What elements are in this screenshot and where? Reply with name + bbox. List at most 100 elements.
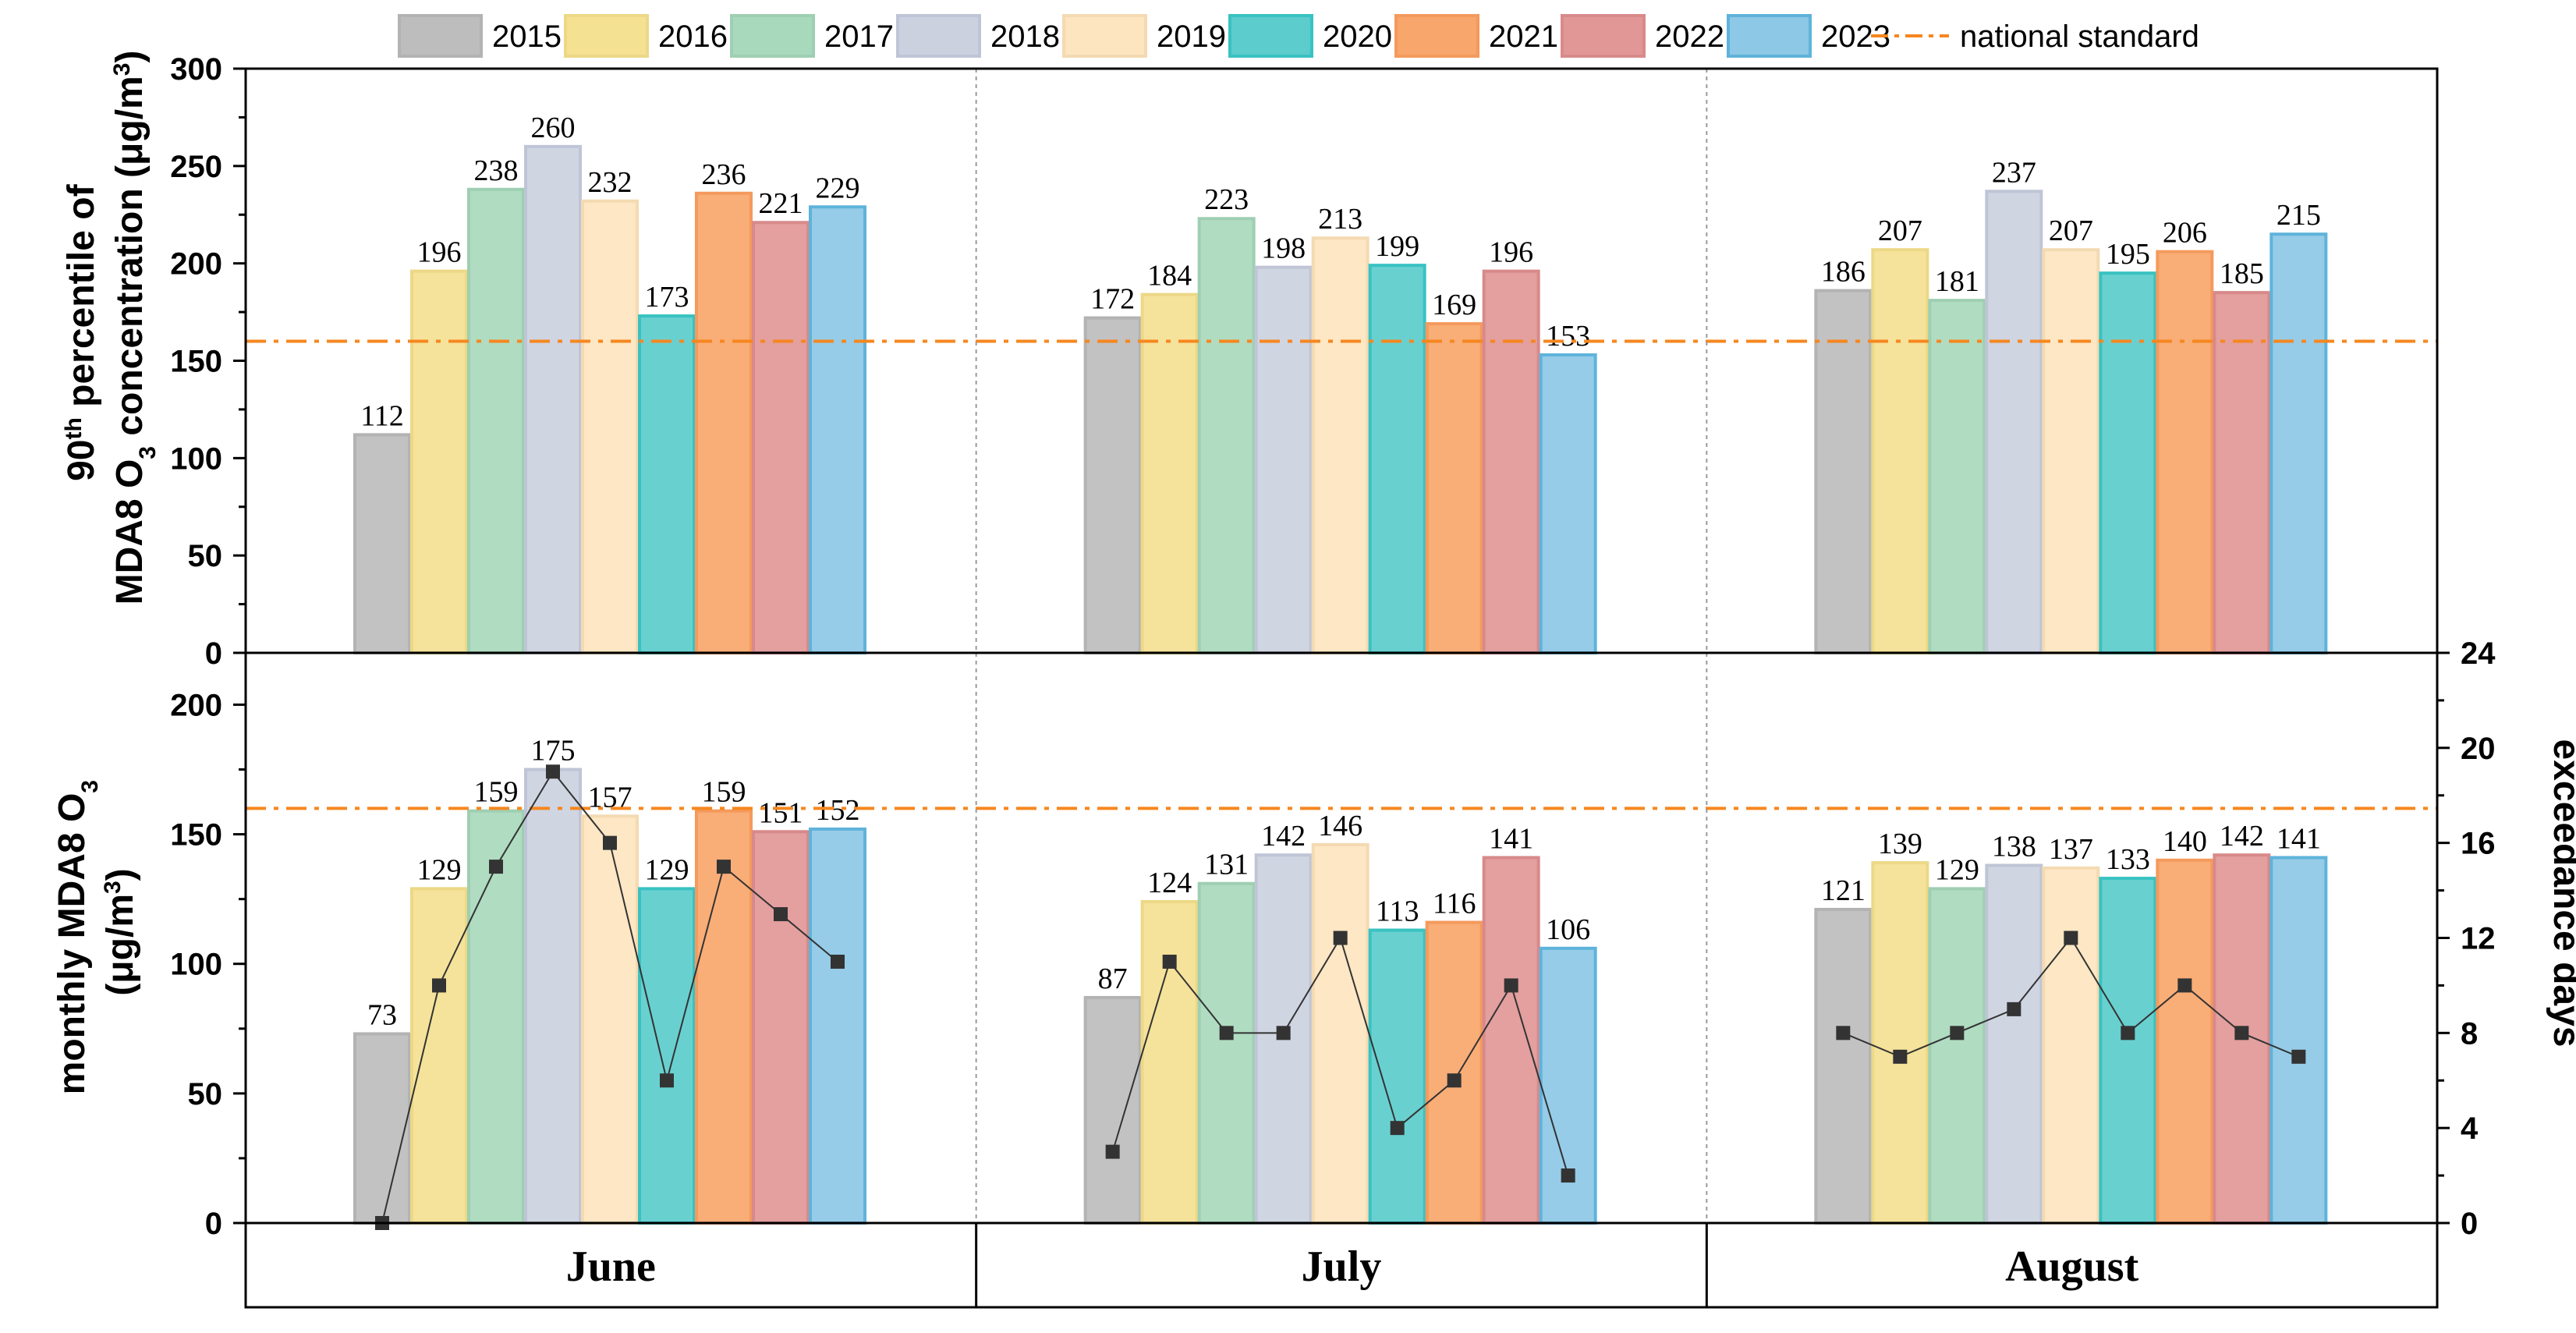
- bottom-data-label-august-2021: 140: [2163, 825, 2207, 858]
- top-data-label-july-2023: 153: [1546, 320, 1590, 353]
- top-data-label-july-2017: 223: [1204, 183, 1249, 216]
- legend-swatch-2022: [1561, 14, 1646, 58]
- legend-swatch-2023: [1727, 14, 1812, 58]
- legend-swatch-2020: [1228, 14, 1313, 58]
- top-bar-august-2020: [2099, 271, 2157, 654]
- bottom-bar-july-2015: [1083, 995, 1142, 1225]
- bottom-bar-july-2017: [1197, 881, 1256, 1225]
- exceedance-marker-june-2018: [546, 764, 560, 779]
- bottom-data-label-june-2018: 175: [531, 735, 576, 768]
- bottom-data-label-july-2019: 146: [1318, 810, 1362, 842]
- top-data-label-june-2019: 232: [588, 166, 632, 199]
- legend-swatch-2018: [896, 14, 981, 58]
- bottom-bar-june-2015: [353, 1032, 411, 1225]
- right-y-tick-label-12: 12: [2461, 922, 2496, 956]
- exceedance-marker-august-2019: [2064, 931, 2078, 945]
- exceedance-marker-july-2022: [1504, 978, 1518, 993]
- legend-label-2022: 2022: [1655, 19, 1724, 54]
- top-data-label-june-2021: 236: [702, 158, 746, 191]
- top-bar-july-2017: [1197, 217, 1256, 654]
- legend-label-2021: 2021: [1489, 19, 1558, 54]
- top-data-label-july-2015: 172: [1090, 283, 1135, 316]
- right-y-tick-label-20: 20: [2461, 732, 2496, 766]
- bottom-data-label-july-2015: 87: [1098, 963, 1128, 995]
- top-y-tick-label-300: 300: [170, 52, 222, 87]
- right-y-tick-label-0: 0: [2461, 1207, 2478, 1241]
- bottom-data-label-july-2016: 124: [1147, 867, 1192, 899]
- exceedance-marker-june-2021: [717, 860, 731, 874]
- exceedance-marker-july-2023: [1561, 1168, 1575, 1183]
- bottom-bar-june-2017: [467, 809, 525, 1225]
- bottom-y-tick-label-150: 150: [170, 818, 222, 853]
- legend-label-2016: 2016: [658, 19, 728, 54]
- legend-label-2020: 2020: [1323, 19, 1392, 54]
- top-bar-august-2016: [1871, 248, 1929, 654]
- top-bar-june-2017: [467, 187, 525, 654]
- top-data-label-july-2020: 199: [1375, 230, 1419, 263]
- bottom-data-label-august-2020: 133: [2106, 843, 2150, 876]
- bottom-data-label-june-2023: 152: [816, 794, 860, 827]
- month-label-row: June July August: [244, 1221, 2439, 1309]
- exceedance-marker-june-2016: [432, 978, 446, 993]
- bottom-bar-august-2017: [1928, 887, 1986, 1225]
- top-data-label-july-2018: 198: [1261, 232, 1306, 265]
- month-label-july: July: [1302, 1243, 1382, 1291]
- bottom-data-label-august-2016: 139: [1878, 828, 1922, 860]
- top-y-axis-title: 90th percentile of MDA8 O3 concentration…: [61, 51, 161, 605]
- exceedance-marker-july-2020: [1390, 1121, 1405, 1136]
- top-bar-august-2017: [1928, 299, 1986, 654]
- top-data-label-july-2019: 213: [1318, 203, 1362, 236]
- legend-label-2019: 2019: [1157, 19, 1226, 54]
- bottom-y-tick-label-50: 50: [188, 1077, 223, 1111]
- top-y-tick-label-100: 100: [170, 441, 222, 476]
- top-y-tick-label-200: 200: [170, 247, 222, 282]
- top-data-label-july-2016: 184: [1147, 260, 1192, 292]
- bottom-data-label-june-2017: 159: [474, 776, 519, 809]
- top-data-label-august-2019: 207: [2049, 214, 2093, 247]
- top-panel: 112 172 186 196 184 207 238 223 181 260 198 237 232 2…: [170, 52, 2439, 671]
- bottom-bar-august-2015: [1814, 907, 1873, 1225]
- bottom-data-label-july-2020: 113: [1376, 895, 1419, 928]
- legend-swatch-2021: [1394, 14, 1479, 58]
- top-bar-july-2015: [1083, 316, 1142, 654]
- right-y-tick-label-8: 8: [2461, 1016, 2478, 1051]
- top-bar-june-2015: [353, 433, 411, 655]
- top-bar-july-2022: [1482, 269, 1540, 654]
- bottom-bar-august-2018: [1985, 863, 2043, 1225]
- bottom-bar-june-2023: [809, 827, 866, 1225]
- bottom-bar-june-2019: [581, 814, 639, 1225]
- legend-swatch-2016: [564, 14, 649, 58]
- top-y-tick-label-50: 50: [188, 539, 223, 573]
- exceedance-marker-june-2019: [603, 835, 617, 850]
- bottom-bar-june-2022: [752, 830, 810, 1225]
- bottom-data-label-june-2016: 129: [417, 853, 462, 886]
- bottom-data-label-july-2017: 131: [1204, 849, 1249, 881]
- right-y-axis-title: exceedance days: [2546, 739, 2576, 1048]
- bottom-bar-august-2022: [2213, 853, 2271, 1225]
- exceedance-marker-august-2020: [2121, 1026, 2135, 1041]
- top-bar-june-2016: [410, 269, 468, 654]
- exceedance-marker-august-2015: [1836, 1026, 1851, 1041]
- bottom-data-label-august-2018: 138: [1992, 830, 2036, 863]
- top-y-tick-label-150: 150: [170, 345, 222, 379]
- bottom-y-tick-label-200: 200: [170, 688, 222, 722]
- top-bar-july-2019: [1311, 236, 1369, 654]
- bottom-bar-july-2016: [1140, 899, 1199, 1225]
- bottom-bar-august-2016: [1871, 861, 1929, 1225]
- top-y-tick-label-0: 0: [205, 636, 222, 671]
- bottom-bar-august-2019: [2042, 866, 2100, 1225]
- top-data-label-july-2022: 196: [1489, 236, 1533, 269]
- top-bar-august-2021: [2156, 250, 2214, 655]
- top-bar-june-2022: [752, 221, 810, 654]
- month-label-june: June: [566, 1243, 656, 1291]
- bottom-data-label-august-2019: 137: [2049, 833, 2093, 866]
- bottom-bar-june-2020: [638, 887, 696, 1225]
- top-bar-august-2015: [1814, 289, 1873, 654]
- legend-swatch-2017: [730, 14, 815, 58]
- top-data-label-june-2023: 229: [816, 172, 860, 204]
- top-bar-june-2023: [809, 205, 866, 655]
- bottom-data-label-june-2020: 129: [645, 853, 689, 886]
- bottom-data-label-july-2018: 142: [1261, 820, 1306, 853]
- exceedance-marker-august-2016: [1893, 1049, 1908, 1064]
